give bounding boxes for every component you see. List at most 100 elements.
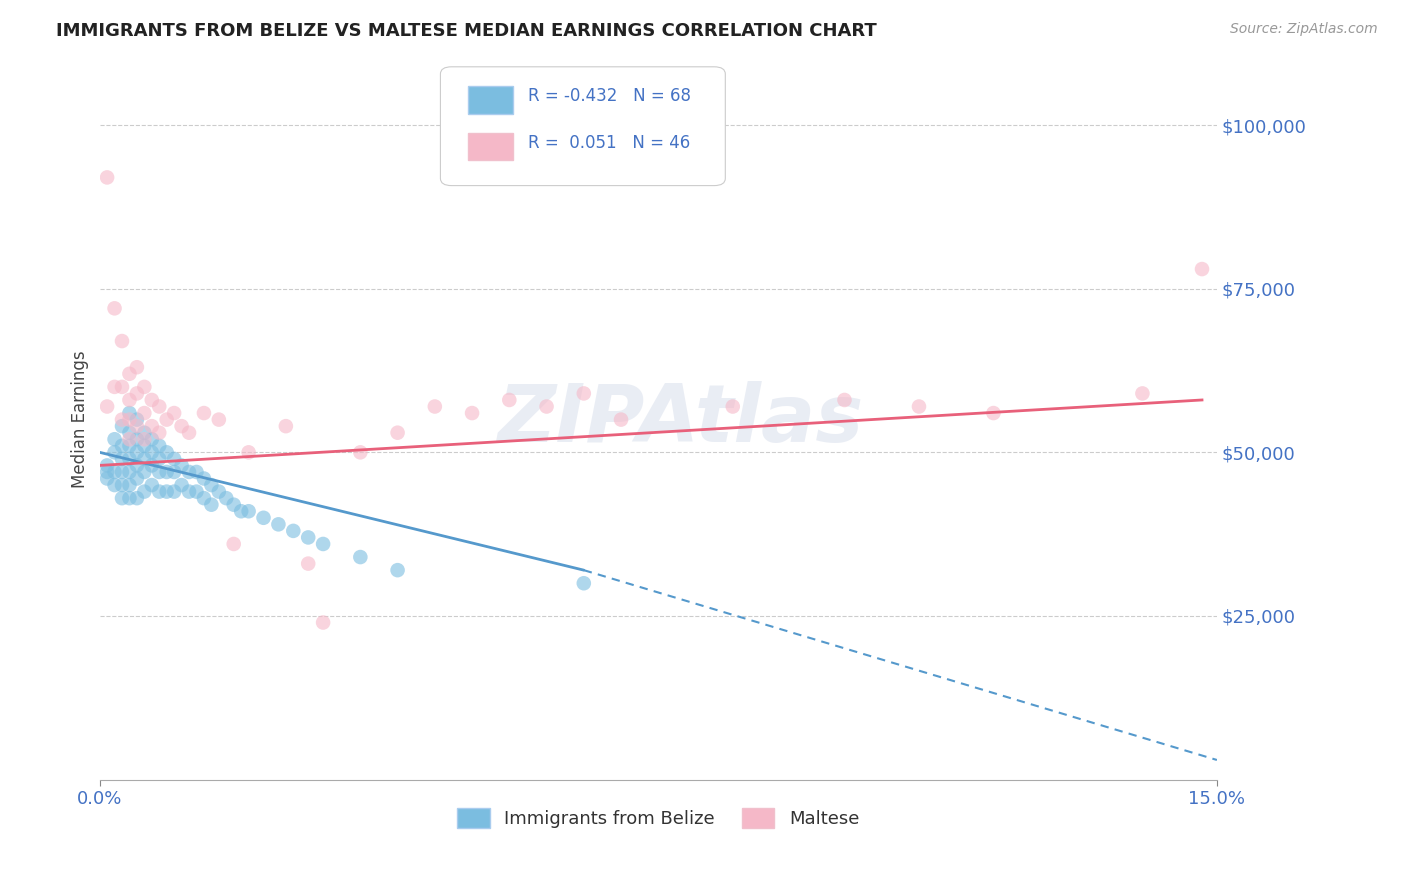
Point	[118, 367, 141, 381]
Point	[177, 465, 200, 479]
Point	[141, 478, 163, 492]
Point	[96, 400, 118, 414]
Point	[118, 406, 141, 420]
Point	[208, 412, 231, 426]
Point	[134, 451, 156, 466]
Point	[141, 419, 163, 434]
Point	[134, 425, 156, 440]
Point	[118, 439, 141, 453]
Point	[215, 491, 238, 505]
Point	[163, 465, 186, 479]
Point	[156, 465, 179, 479]
Point	[118, 432, 141, 446]
Point	[148, 465, 170, 479]
Point	[498, 392, 520, 407]
Point	[610, 412, 633, 426]
Point	[908, 400, 931, 414]
Point	[423, 400, 446, 414]
Point	[200, 478, 222, 492]
Point	[156, 445, 179, 459]
Point	[118, 412, 141, 426]
Point	[125, 419, 148, 434]
Point	[96, 170, 118, 185]
Point	[118, 491, 141, 505]
Point	[134, 439, 156, 453]
Point	[141, 445, 163, 459]
Point	[186, 465, 208, 479]
Point	[163, 406, 186, 420]
Point	[118, 425, 141, 440]
Point	[148, 451, 170, 466]
Point	[297, 557, 319, 571]
Point	[834, 392, 856, 407]
Point	[297, 530, 319, 544]
Point	[238, 504, 260, 518]
Point	[177, 425, 200, 440]
Point	[103, 432, 125, 446]
Point	[193, 406, 215, 420]
Point	[103, 478, 125, 492]
Text: IMMIGRANTS FROM BELIZE VS MALTESE MEDIAN EARNINGS CORRELATION CHART: IMMIGRANTS FROM BELIZE VS MALTESE MEDIAN…	[56, 22, 877, 40]
Point	[238, 445, 260, 459]
Point	[125, 432, 148, 446]
Point	[111, 419, 134, 434]
Point	[96, 471, 118, 485]
Text: Source: ZipAtlas.com: Source: ZipAtlas.com	[1230, 22, 1378, 37]
Point	[118, 392, 141, 407]
Point	[148, 484, 170, 499]
Point	[118, 451, 141, 466]
Point	[111, 478, 134, 492]
Point	[134, 484, 156, 499]
Text: R =  0.051   N = 46: R = 0.051 N = 46	[527, 134, 690, 152]
Point	[163, 451, 186, 466]
FancyBboxPatch shape	[468, 133, 513, 161]
Point	[193, 491, 215, 505]
Point	[134, 406, 156, 420]
Point	[163, 484, 186, 499]
Point	[125, 458, 148, 473]
Point	[208, 484, 231, 499]
Point	[200, 498, 222, 512]
Point	[170, 478, 193, 492]
Point	[141, 432, 163, 446]
Point	[118, 465, 141, 479]
Point	[111, 451, 134, 466]
Point	[283, 524, 305, 538]
Text: R = -0.432   N = 68: R = -0.432 N = 68	[527, 87, 690, 105]
Point	[222, 537, 245, 551]
Point	[572, 386, 595, 401]
Point	[103, 380, 125, 394]
Point	[141, 458, 163, 473]
Y-axis label: Median Earnings: Median Earnings	[72, 351, 89, 489]
Point	[134, 432, 156, 446]
Point	[349, 550, 371, 565]
Point	[387, 563, 409, 577]
Point	[983, 406, 1005, 420]
Point	[103, 301, 125, 316]
Point	[96, 458, 118, 473]
Point	[252, 510, 274, 524]
Point	[1191, 262, 1213, 277]
Legend: Immigrants from Belize, Maltese: Immigrants from Belize, Maltese	[450, 801, 866, 836]
FancyBboxPatch shape	[468, 87, 513, 113]
Point	[177, 484, 200, 499]
Point	[222, 498, 245, 512]
Point	[572, 576, 595, 591]
Point	[186, 484, 208, 499]
Point	[96, 465, 118, 479]
Point	[125, 386, 148, 401]
Point	[125, 471, 148, 485]
Point	[111, 412, 134, 426]
Point	[125, 360, 148, 375]
Point	[111, 380, 134, 394]
Point	[536, 400, 558, 414]
Point	[349, 445, 371, 459]
Point	[387, 425, 409, 440]
Point	[170, 419, 193, 434]
Point	[118, 478, 141, 492]
Point	[274, 419, 297, 434]
Point	[156, 484, 179, 499]
Point	[134, 465, 156, 479]
Point	[111, 334, 134, 348]
Point	[312, 537, 335, 551]
